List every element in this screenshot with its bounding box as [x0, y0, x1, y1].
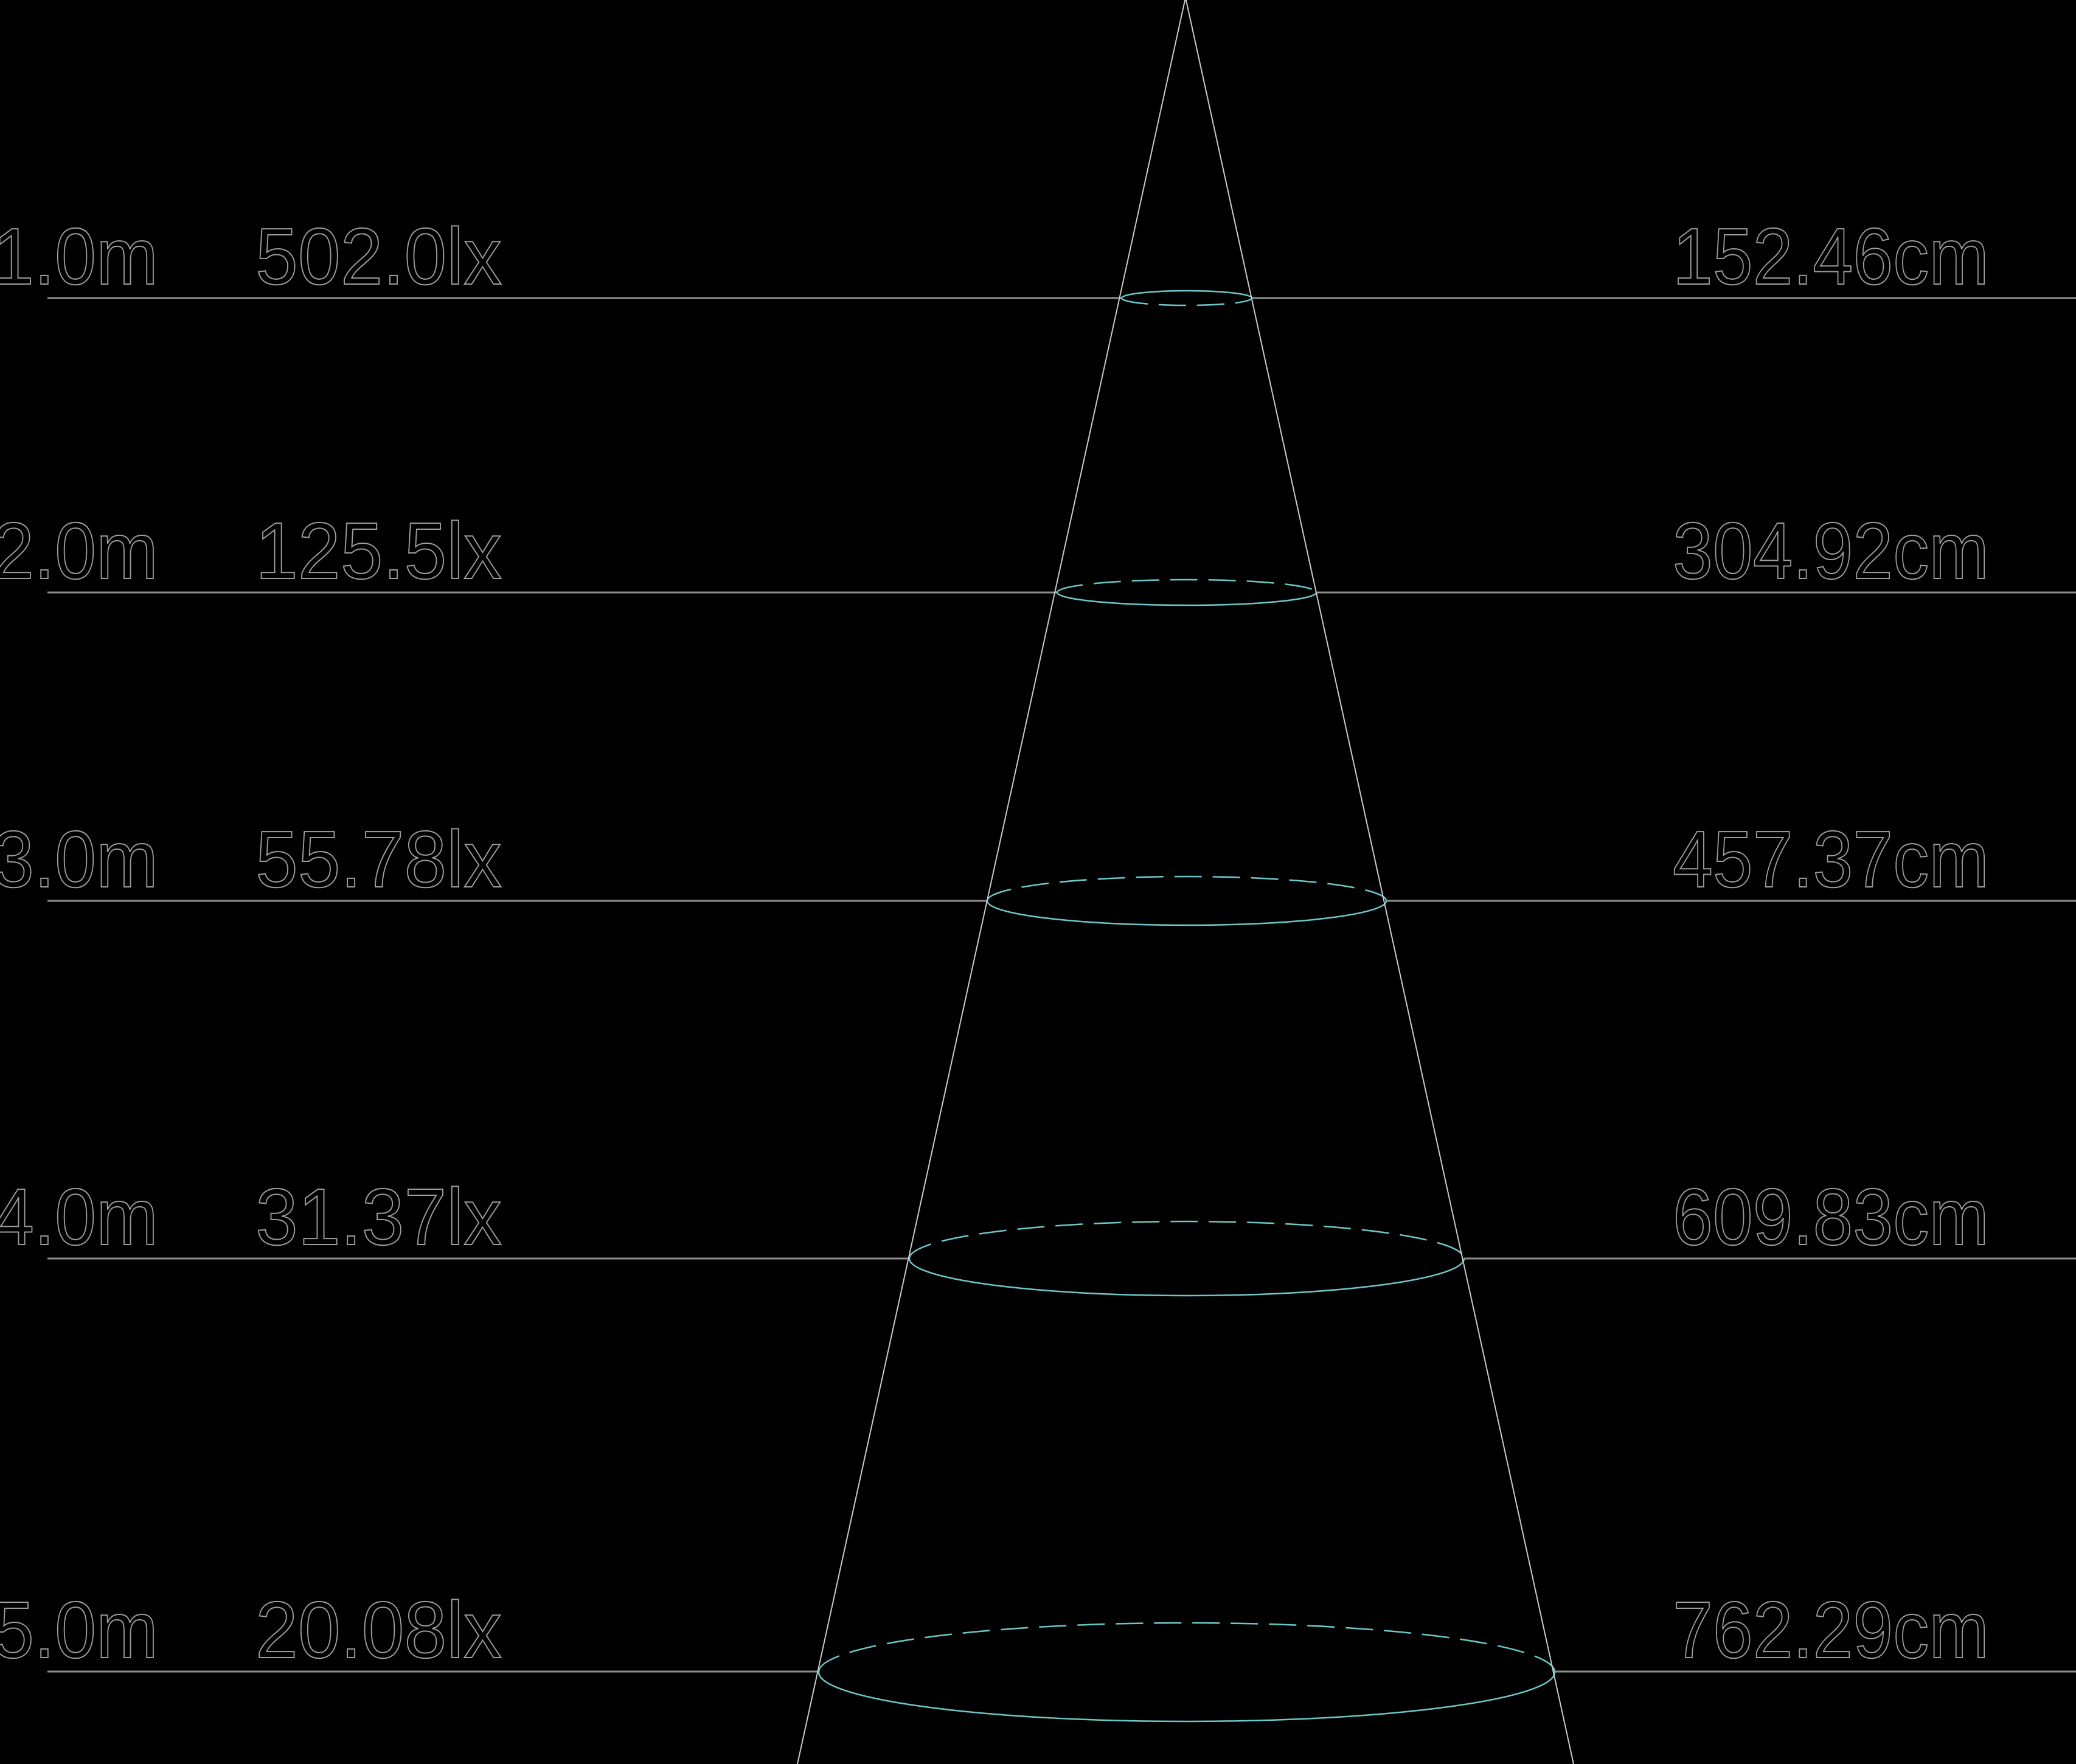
beam-ellipse-1: [1120, 290, 1253, 307]
beam-ellipse-3-fill: [987, 877, 1386, 925]
row-5-labels: 5.0m 20.08lx 762.29cm: [0, 1585, 1990, 1675]
beam-ellipse-3-back-arc: [986, 875, 1387, 901]
illuminance-label-5: 20.08lx: [255, 1585, 502, 1675]
beam-ellipse-4: [908, 1220, 1465, 1297]
beam-ellipse-1-front-arc: [1120, 297, 1253, 307]
beam-ellipse-3-front-arc: [986, 900, 1387, 926]
distance-lines: [47, 297, 2076, 1673]
distance-label-2: 2.0m: [0, 506, 158, 596]
diameter-label-4: 609.83cm: [1673, 1172, 1989, 1262]
beam-ellipse-2-fill: [1057, 580, 1316, 605]
row-2-labels: 2.0m 125.5lx 304.92cm: [0, 505, 1990, 596]
distance-label-5: 5.0m: [0, 1585, 158, 1675]
beam-ellipse-4-front-arc: [908, 1258, 1465, 1297]
beam-ellipse-5-front-arc: [818, 1672, 1556, 1723]
beam-ellipse-2: [1056, 578, 1317, 606]
diameter-label-1: 152.46cm: [1673, 212, 1989, 301]
cone-left-edge: [797, 0, 1186, 1764]
illuminance-label-2: 125.5lx: [255, 506, 502, 596]
distance-label-1: 1.0m: [0, 212, 158, 301]
beam-ellipse-1-fill: [1122, 291, 1252, 305]
beam-ellipse-1-back-arc: [1120, 290, 1253, 299]
illuminance-label-1: 502.0lx: [255, 212, 502, 301]
beam-ellipse-5: [818, 1622, 1556, 1723]
light-cone: [797, 0, 1574, 1764]
row-3-labels: 3.0m 55.78lx 457.37cm: [0, 814, 1990, 905]
beam-ellipse-4-back-arc: [908, 1220, 1465, 1259]
diameter-label-5: 762.29cm: [1673, 1585, 1989, 1675]
beam-ellipse-5-fill: [819, 1623, 1555, 1721]
beam-ellipses: [818, 290, 1556, 1723]
row-1-labels: 1.0m 502.0lx 152.46cm: [0, 211, 1990, 302]
diameter-label-2: 304.92cm: [1673, 506, 1989, 596]
beam-ellipse-5-back-arc: [818, 1622, 1556, 1673]
beam-ellipse-2-back-arc: [1056, 578, 1317, 593]
row-4-labels: 4.0m 31.37lx 609.83cm: [0, 1172, 1990, 1262]
distance-label-4: 4.0m: [0, 1172, 158, 1262]
row-labels: 1.0m 502.0lx 152.46cm 2.0m 125.5lx 304.9…: [0, 211, 1990, 1675]
illuminance-label-4: 31.37lx: [255, 1172, 502, 1262]
illuminance-label-3: 55.78lx: [255, 814, 502, 904]
beam-ellipse-4-fill: [909, 1221, 1464, 1296]
cone-right-edge: [1185, 0, 1574, 1764]
distance-label-3: 3.0m: [0, 814, 158, 904]
diameter-label-3: 457.37cm: [1673, 814, 1989, 904]
beam-ellipse-3: [986, 875, 1387, 926]
beam-ellipse-2-front-arc: [1056, 592, 1317, 606]
